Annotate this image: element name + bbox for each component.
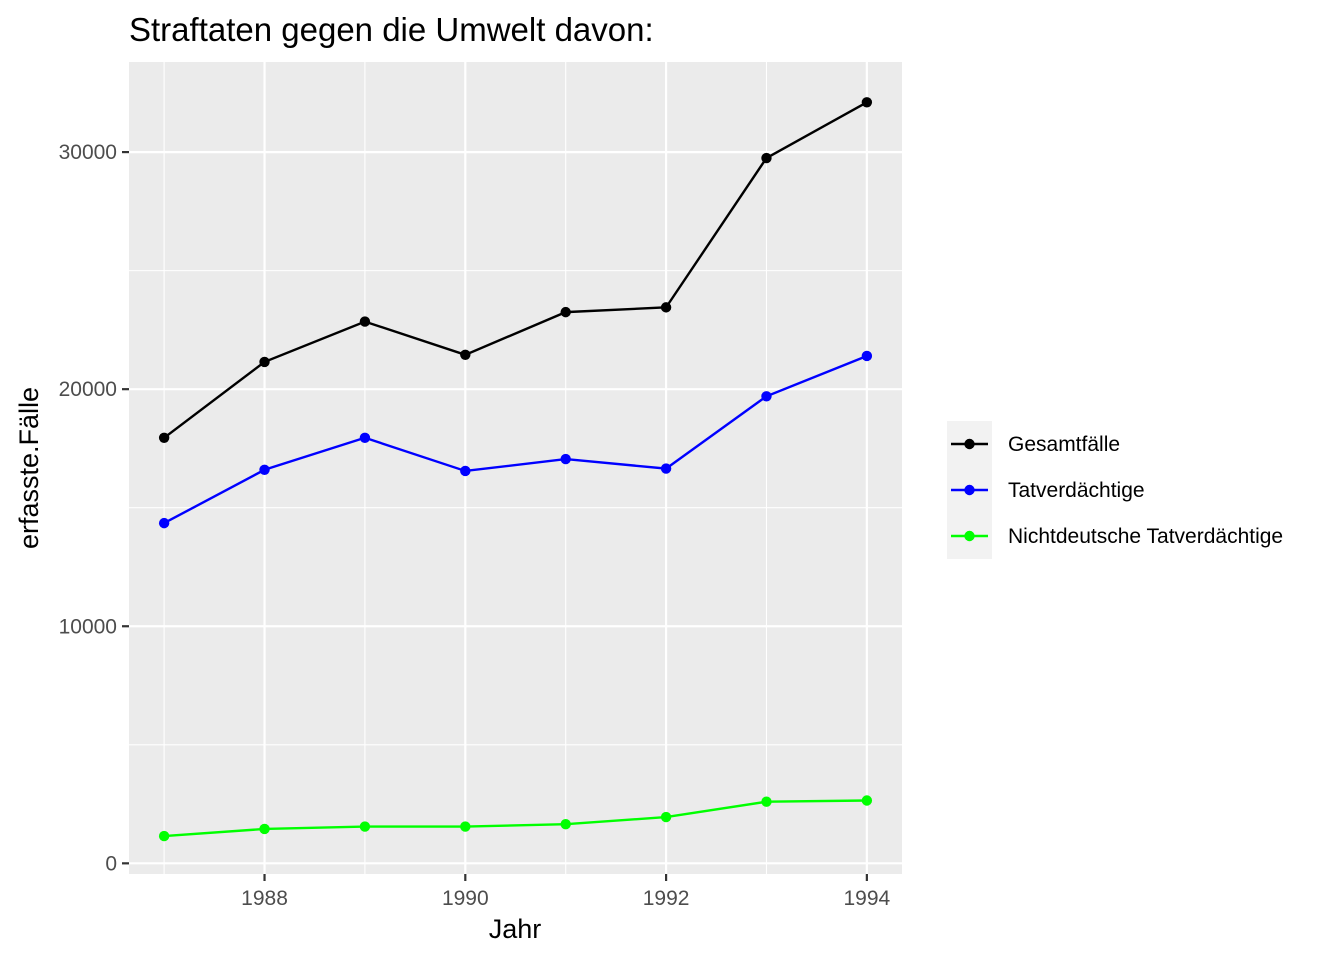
x-tick-label: 1992 bbox=[643, 887, 690, 910]
legend-key-point bbox=[964, 484, 975, 496]
legend-item: Nichtdeutsche Tatverdächtige bbox=[951, 525, 1283, 548]
x-tick-label: 1994 bbox=[844, 887, 891, 910]
data-point bbox=[460, 349, 471, 360]
data-point bbox=[761, 391, 772, 402]
y-tick-label: 10000 bbox=[59, 615, 117, 638]
data-point bbox=[761, 152, 772, 164]
data-point bbox=[660, 811, 672, 823]
y-tick-label: 0 bbox=[105, 852, 117, 875]
legend: Gesamtfälle Tatverdächtige Nichtdeutsche T… bbox=[947, 421, 1283, 559]
legend-item: Gesamtfälle bbox=[951, 433, 1120, 456]
data-point bbox=[660, 463, 672, 474]
data-point bbox=[259, 356, 270, 368]
y-tick-label: 30000 bbox=[59, 141, 117, 164]
x-axis-title: Jahr bbox=[489, 914, 542, 944]
data-point bbox=[259, 464, 270, 475]
legend-label: Nichtdeutsche Tatverdächtige bbox=[1008, 525, 1283, 548]
data-point bbox=[861, 97, 873, 108]
legend-item: Tatverdächtige bbox=[951, 479, 1145, 502]
plot-panel bbox=[129, 62, 902, 874]
series-layer bbox=[158, 97, 873, 842]
data-point bbox=[359, 432, 371, 443]
data-point bbox=[460, 821, 471, 832]
series-0 bbox=[158, 97, 873, 443]
data-point bbox=[359, 821, 371, 832]
legend-label: Tatverdächtige bbox=[1008, 479, 1145, 502]
legend-key-point bbox=[964, 530, 975, 542]
data-point bbox=[158, 517, 170, 529]
data-point bbox=[660, 302, 672, 313]
data-point bbox=[158, 432, 170, 443]
legend-label: Gesamtfälle bbox=[1008, 433, 1120, 456]
axes: 0 10000 20000 30000 1988 1990 1992 1994 bbox=[59, 141, 891, 910]
x-tick-label: 1990 bbox=[442, 887, 489, 910]
series-line bbox=[164, 799, 867, 838]
data-point bbox=[861, 795, 873, 806]
data-point bbox=[259, 823, 270, 835]
data-point bbox=[861, 350, 873, 362]
chart-title: Straftaten gegen die Umwelt davon: bbox=[129, 11, 654, 48]
data-point bbox=[158, 830, 170, 842]
y-axis-title: erfasste.Fälle bbox=[14, 387, 44, 549]
series-line bbox=[163, 101, 868, 439]
data-point bbox=[761, 796, 772, 807]
data-point bbox=[460, 465, 471, 477]
series-line bbox=[163, 354, 868, 525]
y-tick-label: 20000 bbox=[59, 378, 117, 401]
data-point bbox=[560, 819, 571, 830]
data-point bbox=[560, 453, 571, 465]
legend-key-point bbox=[964, 438, 975, 450]
x-tick-label: 1988 bbox=[241, 887, 288, 910]
series-2 bbox=[158, 795, 873, 842]
data-point bbox=[359, 316, 371, 327]
series-1 bbox=[158, 350, 873, 529]
data-point bbox=[560, 306, 571, 318]
